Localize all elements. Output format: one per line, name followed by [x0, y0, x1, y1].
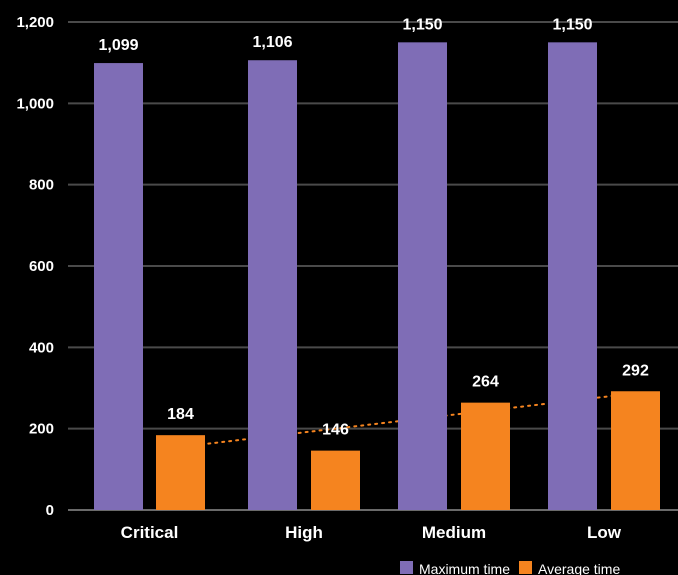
y-tick-label: 400	[29, 339, 54, 356]
data-label-average-time: 184	[167, 406, 194, 423]
legend-label-maximum-time: Maximum time	[419, 561, 510, 575]
bar-maximum-time	[94, 63, 143, 510]
y-tick-label: 200	[29, 421, 54, 438]
x-category-label: Medium	[422, 523, 486, 542]
bar-average-time	[611, 391, 660, 510]
category-labels: Critical High Medium Low	[121, 523, 622, 542]
legend-swatch-maximum-time	[400, 561, 413, 574]
grid-lines	[68, 21, 678, 511]
y-axis-ticks: 0 200 400 600 800 1,000 1,200	[16, 14, 54, 519]
data-label-maximum-time: 1,106	[252, 34, 292, 51]
legend: Maximum time Average time	[400, 561, 620, 575]
y-tick-label: 800	[29, 177, 54, 194]
bar-average-time	[156, 435, 205, 510]
y-tick-label: 1,000	[16, 95, 54, 112]
y-tick-label: 1,200	[16, 14, 54, 31]
bars-group	[94, 42, 660, 511]
x-category-label: Low	[587, 523, 622, 542]
bar-maximum-time	[548, 42, 597, 510]
data-label-maximum-time: 1,150	[552, 16, 592, 33]
bar-average-time	[311, 450, 360, 510]
x-category-label: Critical	[121, 523, 179, 542]
bar-maximum-time	[398, 42, 447, 510]
data-labels-group: 1,099 1,106 1,150 1,150 184 146 264 292	[98, 16, 648, 438]
legend-label-average-time: Average time	[538, 561, 620, 575]
data-label-maximum-time: 1,099	[98, 37, 138, 54]
data-label-average-time: 292	[622, 362, 649, 379]
bar-average-time	[461, 402, 510, 510]
data-label-average-time: 264	[472, 374, 499, 391]
y-tick-label: 0	[46, 502, 54, 519]
y-tick-label: 600	[29, 258, 54, 275]
data-label-average-time: 146	[322, 422, 349, 439]
x-category-label: High	[285, 523, 323, 542]
bar-maximum-time	[248, 60, 297, 511]
data-label-maximum-time: 1,150	[402, 16, 442, 33]
legend-swatch-average-time	[519, 561, 532, 574]
